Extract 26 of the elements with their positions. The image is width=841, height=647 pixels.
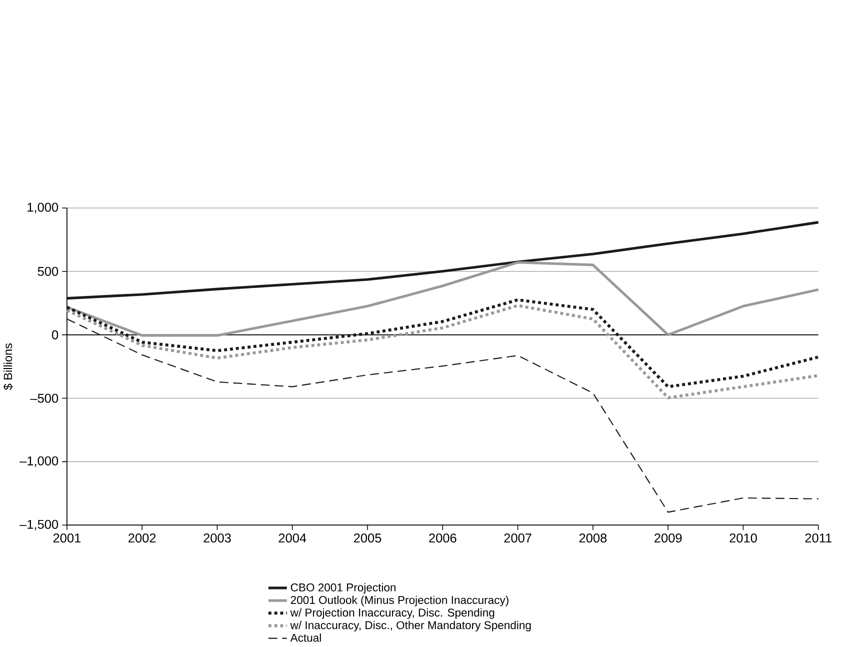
y-tick-label: 1,000 [28, 202, 58, 214]
x-tick-label: 2009 [654, 533, 682, 543]
line-series [66, 221, 820, 300]
x-tick-label: 2003 [204, 533, 231, 543]
x-tick-label: 2002 [128, 533, 156, 543]
legend-label: Actual [290, 633, 321, 642]
y-tick-label: –1,500 [20, 520, 58, 530]
x-tick-label: 2011 [805, 533, 832, 543]
legend-label: w/ Inaccuracy, Disc., Other Mandatory Spending [290, 620, 531, 632]
y-axis-title: $ Billions [3, 343, 13, 390]
x-tick-label: 2005 [354, 533, 382, 543]
y-tick-label: 0 [52, 330, 58, 340]
y-tick-label: –500 [30, 394, 58, 403]
line-series [65, 298, 820, 388]
legend-label: w/ Projection Inaccuracy, Disc. Spending [290, 608, 494, 619]
x-tick-label: 2010 [730, 533, 757, 543]
x-tick-label: 2004 [278, 533, 306, 543]
x-tick-label: 2006 [429, 533, 456, 543]
legend-label: 2001 Outlook (Minus Projection Inaccuracy) [290, 596, 508, 606]
legend-label: CBO 2001 Projection [290, 583, 396, 594]
y-tick-label: –1,000 [20, 456, 58, 467]
y-tick-label: 500 [38, 266, 58, 276]
line-series [66, 318, 819, 513]
x-tick-label: 2007 [504, 533, 532, 543]
x-tick-label: 2001 [53, 533, 81, 543]
x-tick-label: 2008 [579, 533, 607, 543]
